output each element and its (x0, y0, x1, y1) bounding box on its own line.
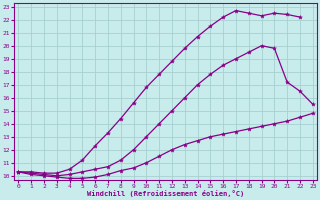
X-axis label: Windchill (Refroidissement éolien,°C): Windchill (Refroidissement éolien,°C) (87, 190, 244, 197)
